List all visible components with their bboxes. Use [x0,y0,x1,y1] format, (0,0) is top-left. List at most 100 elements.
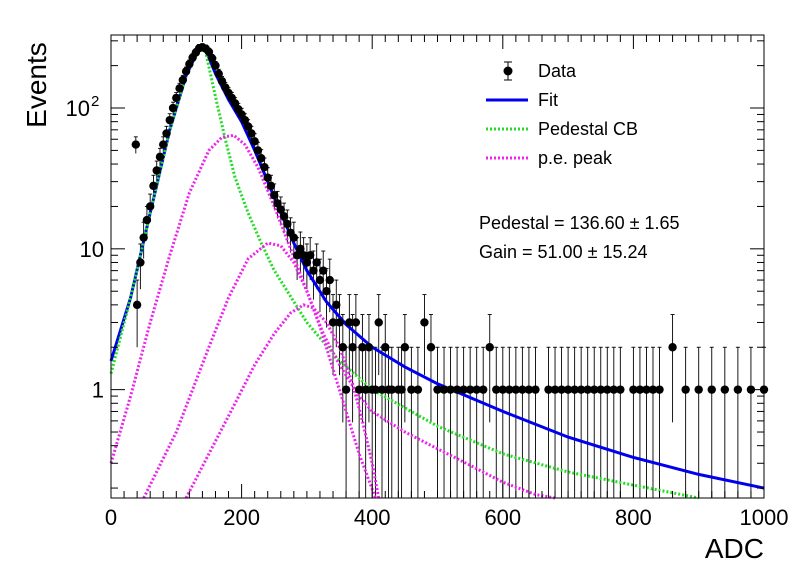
data-point [250,137,259,146]
data-point [387,385,396,394]
data-point [433,385,442,394]
curve-pedestal-cb [109,46,699,500]
data-point [348,343,357,352]
data-point [131,140,141,149]
data-point [361,385,370,394]
data-point [335,318,344,327]
y-axis-label: Events [21,42,52,128]
data-point [583,385,592,394]
data-point [315,275,325,285]
data-point [603,385,612,394]
data-point [309,266,318,275]
x-tick-label: 400 [354,505,391,530]
data-point [381,343,390,352]
data-point [302,258,312,267]
data-point [371,385,380,394]
data-point [181,67,191,76]
fit-result-text: Gain = 51.00 ± 15.24 [479,242,648,262]
data-point [332,300,341,310]
data-point [492,385,501,394]
data-point [283,219,292,229]
legend: Data Fit Pedestal CB p.e. peak [486,61,638,168]
data-point [485,343,494,352]
axis-ticks [110,35,765,498]
data-point [263,173,272,182]
data-point [172,93,181,103]
data-point [289,233,299,242]
data-point [498,385,507,394]
data-point [185,59,194,69]
legend-label: Data [538,61,577,81]
y-tick-label: 1 [92,378,104,403]
data-point [596,385,605,394]
legend-label: Pedestal CB [538,119,638,139]
data-point [459,385,468,394]
data-point [240,115,250,125]
data-point [479,385,488,394]
data-point [635,385,645,394]
y-tick-exponent: 2 [91,93,99,110]
curve-p-e-peak-3 [184,303,381,499]
error-bars [133,43,766,498]
y-tick-label: 10 [66,96,90,121]
data-point [668,343,677,352]
data-point [208,54,217,63]
data-point [247,129,256,138]
data-point [299,251,308,260]
data-point [413,385,423,394]
data-point [550,385,560,394]
data-point [341,385,351,394]
data-point [720,385,730,394]
data-point [518,385,527,394]
data-point [364,343,374,352]
data-point [590,385,599,394]
data-point [168,103,178,113]
data-point [345,318,354,327]
fit-results: Pedestal = 136.60 ± 1.65 Gain = 51.00 ± 1… [479,213,680,262]
data-point [452,385,462,394]
data-point [557,385,566,394]
data-point [159,140,168,149]
legend-label: p.e. peak [538,148,613,168]
data-point [694,385,703,394]
x-tick-label: 600 [484,505,521,530]
data-point [270,191,279,200]
data-point [354,385,364,394]
data-point [338,343,348,352]
data-point [243,122,253,131]
data-point [139,233,148,242]
data-point [155,152,165,162]
data-point [397,385,406,394]
data-point [642,385,651,394]
data-point [217,77,227,86]
data-point [178,75,188,85]
curve-p-e-peak-2 [142,241,377,499]
data-point [145,202,155,211]
x-tick-label: 800 [615,505,652,530]
data-point [707,385,716,394]
data-point [328,318,338,327]
data-point [214,69,223,78]
data-points [131,43,769,394]
data-point [136,258,145,267]
data-point [325,275,334,285]
data-point [400,343,410,352]
data-point [305,251,315,260]
data-point [570,385,579,394]
data-point [681,385,690,394]
data-point [142,215,152,225]
data-point [374,318,383,327]
data-point [420,318,429,327]
data-point [511,385,521,394]
data-point [524,385,534,394]
data-point [472,385,481,394]
data-point [446,385,455,394]
data-point [260,162,269,172]
data-point [312,258,321,267]
data-point [296,244,305,254]
data-point [426,343,436,352]
data-point [358,343,367,352]
fit-result-text: Pedestal = 136.60 ± 1.65 [479,213,680,233]
